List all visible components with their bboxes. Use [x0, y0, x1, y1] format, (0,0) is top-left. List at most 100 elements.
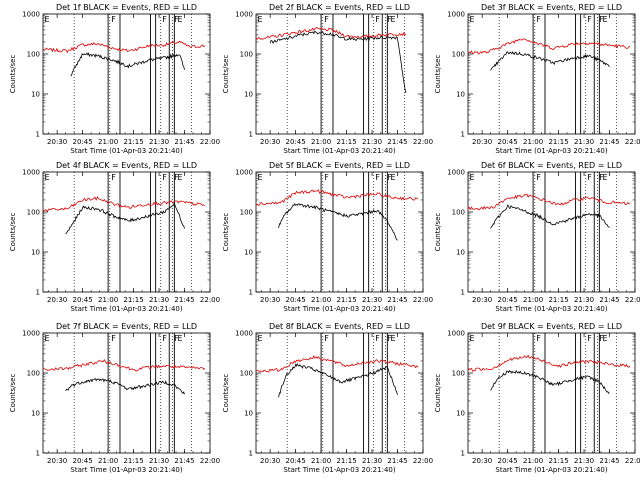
marker-label: F	[111, 173, 116, 182]
x-tick-label: 21:45	[174, 296, 194, 304]
x-tick-label: 22:00	[625, 296, 640, 304]
x-tick-label: 20:30	[260, 457, 280, 465]
x-tick-label: 20:30	[47, 457, 67, 465]
x-tick-label: 21:15	[336, 296, 356, 304]
y-axis-label: Counts/sec	[222, 213, 230, 252]
x-tick-label: 21:45	[599, 138, 619, 146]
events-series-line	[65, 378, 185, 395]
x-tick-label: 20:45	[286, 296, 306, 304]
plot-frame	[255, 171, 424, 293]
x-tick-label: 22:00	[413, 457, 433, 465]
marker-label: F	[174, 334, 179, 343]
marker-label: F	[536, 173, 541, 182]
marker-label: E	[391, 173, 396, 182]
panel-title: Det 6f BLACK = Events, RED = LLD	[481, 161, 622, 170]
x-tick-label: 21:00	[98, 296, 118, 304]
panel-title: Det 1f BLACK = Events, RED = LLD	[56, 3, 197, 12]
marker-label: E	[178, 334, 183, 343]
y-tick-label: 1	[461, 289, 465, 297]
marker-label: E	[603, 15, 608, 24]
x-tick-label: 22:00	[625, 457, 640, 465]
y-tick-label: 1000	[22, 11, 40, 19]
y-tick-label: 10	[31, 91, 40, 99]
x-tick-label: 21:45	[174, 457, 194, 465]
x-tick-label: 21:00	[98, 457, 118, 465]
panel-det-8: Det 8f BLACK = Events, RED = LLD 1 10 100 10…	[222, 322, 433, 474]
x-tick-label: 21:30	[574, 138, 594, 146]
y-tick-label: 1	[461, 131, 465, 139]
y-axis-label: Counts/sec	[434, 55, 442, 94]
marker-label: E	[391, 334, 396, 343]
x-axis-label: Start Time (01-Apr-03 20:21:40)	[283, 305, 395, 313]
x-tick-label: 21:30	[362, 457, 382, 465]
panel-title: Det 4f BLACK = Events, RED = LLD	[56, 161, 197, 170]
x-tick-label: 20:30	[472, 296, 492, 304]
x-axis-label: Start Time (01-Apr-03 20:21:40)	[283, 466, 395, 474]
lld-series-line	[467, 354, 631, 372]
marker-label: F	[162, 173, 167, 182]
panel-det-7: Det 7f BLACK = Events, RED = LLD 1 10 100 10…	[9, 322, 220, 474]
lld-series-line	[467, 193, 631, 211]
y-tick-label: 1	[36, 450, 40, 458]
x-tick-label: 20:30	[47, 138, 67, 146]
x-tick-label: 20:30	[260, 296, 280, 304]
x-tick-label: 21:15	[336, 138, 356, 146]
y-tick-label: 10	[31, 410, 40, 418]
marker-label: F	[174, 15, 179, 24]
marker-label: F	[324, 334, 329, 343]
marker-label: E	[178, 173, 183, 182]
x-axis-label: Start Time (01-Apr-03 20:21:40)	[495, 305, 607, 313]
y-tick-label: 10	[456, 249, 465, 257]
y-tick-label: 1	[249, 131, 253, 139]
marker-label: F	[387, 173, 392, 182]
y-tick-label: 1	[36, 289, 40, 297]
x-tick-label: 21:45	[174, 138, 194, 146]
x-tick-label: 21:45	[387, 138, 407, 146]
marker-label: E	[45, 173, 50, 182]
x-tick-label: 21:15	[123, 138, 143, 146]
plot-frame	[255, 332, 424, 454]
panel-title: Det 5f BLACK = Events, RED = LLD	[269, 161, 410, 170]
y-tick-label: 100	[240, 51, 253, 59]
events-series-line	[278, 203, 398, 241]
y-tick-label: 1	[36, 131, 40, 139]
marker-label: F	[111, 15, 116, 24]
marker-label: F	[599, 173, 604, 182]
panel-det-1: Det 1f BLACK = Events, RED = LLD 1 10 100 10…	[9, 3, 220, 155]
x-tick-label: 21:30	[362, 138, 382, 146]
events-series-line	[70, 52, 185, 77]
x-tick-label: 21:30	[362, 296, 382, 304]
lld-series-line	[255, 355, 419, 373]
lld-series-line	[255, 189, 419, 206]
y-tick-label: 1	[249, 450, 253, 458]
marker-label: E	[470, 15, 475, 24]
x-tick-label: 21:15	[548, 296, 568, 304]
marker-label: F	[174, 173, 179, 182]
y-axis-label: Counts/sec	[222, 55, 230, 94]
panel-title: Det 9f BLACK = Events, RED = LLD	[481, 322, 622, 331]
y-axis-label: Counts/sec	[434, 374, 442, 413]
x-axis-label: Start Time (01-Apr-03 20:21:40)	[70, 147, 182, 155]
marker-label: E	[45, 15, 50, 24]
y-axis-label: Counts/sec	[9, 55, 17, 94]
x-axis-label: Start Time (01-Apr-03 20:21:40)	[283, 147, 395, 155]
x-tick-label: 21:00	[98, 138, 118, 146]
marker-label: E	[45, 334, 50, 343]
marker-label: F	[587, 173, 592, 182]
plot-frame	[255, 13, 424, 135]
plot-frame	[467, 13, 636, 135]
y-tick-label: 100	[452, 51, 465, 59]
marker-label: F	[599, 15, 604, 24]
x-tick-label: 21:45	[599, 296, 619, 304]
y-tick-label: 1000	[235, 330, 253, 338]
x-tick-label: 20:45	[286, 138, 306, 146]
y-tick-label: 100	[452, 370, 465, 378]
y-tick-label: 1	[249, 289, 253, 297]
y-tick-label: 100	[27, 51, 40, 59]
panel-det-9: Det 9f BLACK = Events, RED = LLD 1 10 100 10…	[434, 322, 640, 474]
x-tick-label: 21:00	[523, 457, 543, 465]
y-axis-label: Counts/sec	[434, 213, 442, 252]
x-tick-label: 22:00	[200, 138, 220, 146]
x-tick-label: 20:45	[498, 296, 518, 304]
panel-det-5: Det 5f BLACK = Events, RED = LLD 1 10 100 10…	[222, 161, 433, 313]
